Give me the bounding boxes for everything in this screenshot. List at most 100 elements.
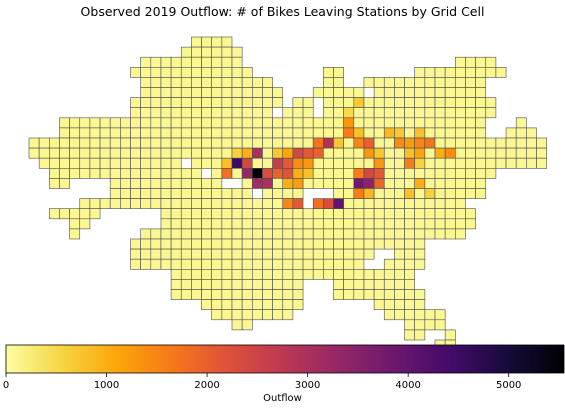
- grid-cell: [444, 218, 456, 230]
- grid-cell: [454, 208, 466, 220]
- grid-cell: [383, 289, 395, 300]
- grid-cell: [150, 107, 162, 119]
- grid-cell: [404, 107, 415, 119]
- grid-cell: [383, 258, 395, 270]
- grid-cell: [170, 77, 182, 88]
- grid-cell: [454, 137, 466, 149]
- grid-cell: [373, 218, 385, 230]
- grid-cell: [424, 87, 436, 98]
- grid-cell: [282, 168, 294, 179]
- grid-cell: [485, 137, 497, 149]
- grid-cell: [211, 218, 223, 230]
- grid-cell: [343, 228, 355, 240]
- grid-cell: [353, 127, 365, 139]
- grid-cell: [383, 299, 395, 311]
- grid-cell: [140, 248, 152, 260]
- grid-cell: [312, 137, 324, 149]
- grid-cell: [262, 198, 273, 210]
- grid-cell: [241, 268, 253, 280]
- grid-cell: [394, 157, 405, 169]
- grid-cell: [150, 127, 162, 139]
- grid-cell: [79, 168, 91, 179]
- grid-cell: [404, 208, 415, 220]
- grid-cell: [394, 87, 405, 98]
- grid-cell: [69, 137, 81, 149]
- grid-cell: [79, 117, 91, 129]
- grid-cell: [302, 127, 314, 139]
- grid-cell: [434, 168, 446, 179]
- grid-cell: [485, 97, 497, 108]
- grid-cell: [394, 127, 405, 139]
- grid-cell: [272, 248, 284, 260]
- grid-cell: [180, 127, 192, 139]
- grid-cell: [170, 208, 182, 220]
- grid-cell: [454, 97, 466, 108]
- grid-cell: [465, 107, 476, 119]
- grid-cell: [333, 97, 344, 108]
- grid-cell: [363, 137, 375, 149]
- grid-cell: [201, 147, 213, 159]
- grid-cell: [180, 198, 192, 210]
- grid-cell: [475, 147, 487, 159]
- grid-cell: [454, 218, 466, 230]
- grid-cell: [140, 168, 152, 179]
- grid-cell: [383, 87, 395, 98]
- grid-cell: [140, 258, 152, 270]
- grid-cell: [282, 268, 294, 280]
- grid-cell: [414, 208, 426, 220]
- grid-cell: [221, 107, 233, 119]
- grid-cell: [475, 127, 487, 139]
- grid-cell: [394, 168, 405, 179]
- grid-cell: [109, 127, 121, 139]
- grid-cell: [221, 268, 233, 280]
- grid-cell: [262, 268, 273, 280]
- grid-cell: [292, 188, 304, 199]
- grid-cell: [252, 77, 263, 88]
- grid-cell: [414, 178, 426, 189]
- grid-cell: [69, 157, 81, 169]
- grid-cell: [312, 268, 324, 280]
- grid-cell: [79, 127, 91, 139]
- grid-cell: [272, 268, 284, 280]
- grid-cell: [292, 198, 304, 210]
- grid-cell: [424, 117, 436, 129]
- grid-cell: [434, 319, 446, 331]
- grid-cell: [292, 97, 304, 108]
- grid-cell: [383, 127, 395, 139]
- grid-cell: [191, 188, 202, 199]
- grid-cell: [262, 77, 273, 88]
- grid-cell: [383, 137, 395, 149]
- grid-cell: [343, 198, 355, 210]
- grid-cell: [404, 299, 415, 311]
- grid-cell: [120, 117, 131, 129]
- grid-cell: [363, 178, 375, 189]
- grid-cell: [394, 258, 405, 270]
- grid-cell: [282, 228, 294, 240]
- grid-cell: [505, 147, 517, 159]
- grid-cell: [333, 157, 344, 169]
- grid-cell: [323, 127, 334, 139]
- grid-cell: [404, 258, 415, 270]
- grid-cell: [475, 137, 487, 149]
- grid-cell: [444, 178, 456, 189]
- grid-cell: [404, 188, 415, 199]
- grid-cell: [241, 208, 253, 220]
- grid-cell: [231, 147, 243, 159]
- grid-cell: [444, 107, 456, 119]
- grid-cell: [130, 127, 141, 139]
- grid-cell: [333, 268, 344, 280]
- grid-cell: [231, 198, 243, 210]
- grid-cell: [160, 157, 172, 169]
- grid-cell: [312, 178, 324, 189]
- grid-cell: [170, 168, 182, 179]
- grid-cell: [515, 137, 527, 149]
- grid-cell: [221, 289, 233, 300]
- grid-cell: [302, 238, 314, 250]
- grid-cell: [333, 248, 344, 260]
- colorbar-ticks: 0 1000 2000 3000 4000 5000: [3, 373, 521, 391]
- grid-cell: [120, 198, 131, 210]
- grid-cell: [353, 258, 365, 270]
- grid-cell: [292, 178, 304, 189]
- grid-cell: [444, 97, 456, 108]
- grid-cell: [201, 107, 213, 119]
